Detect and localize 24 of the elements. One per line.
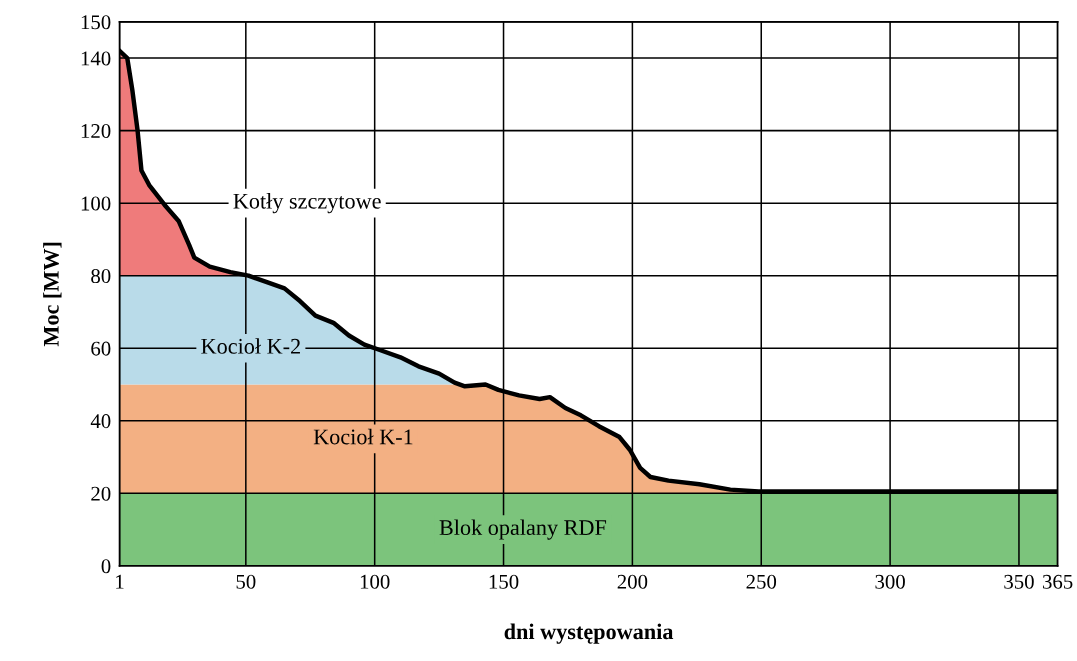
y-tick-label: 120 <box>81 123 111 139</box>
x-tick-label: 300 <box>875 574 905 589</box>
x-tick-label: 200 <box>617 574 648 589</box>
y-tick-label: 20 <box>91 486 111 501</box>
y-tick-label: 150 <box>81 15 111 30</box>
y-tick-label: 60 <box>91 341 111 356</box>
x-tick-label: 365 <box>1042 574 1073 589</box>
x-tick-label: 50 <box>236 574 256 589</box>
series-label: Kocioł K-2 <box>201 338 300 354</box>
series-label: Kocioł K-1 <box>313 428 413 445</box>
x-tick-label: 350 <box>1004 574 1034 589</box>
y-tick-label: 0 <box>101 559 111 574</box>
x-tick-label: 100 <box>360 574 390 589</box>
x-axis-title: dni występowania <box>504 623 674 644</box>
x-tick-label: 150 <box>489 574 519 589</box>
y-axis-title: Moc [MW] <box>43 242 62 347</box>
x-tick-label: 1 <box>116 574 124 589</box>
y-tick-label: 80 <box>91 269 111 284</box>
x-tick-label: 250 <box>746 574 777 589</box>
y-tick-label: 100 <box>81 196 111 211</box>
y-tick-label: 40 <box>90 414 111 429</box>
text: Kotły szczytowe <box>233 193 381 214</box>
series-label: Blok opalany RDF <box>439 519 607 540</box>
y-tick-label: 140 <box>81 51 111 66</box>
